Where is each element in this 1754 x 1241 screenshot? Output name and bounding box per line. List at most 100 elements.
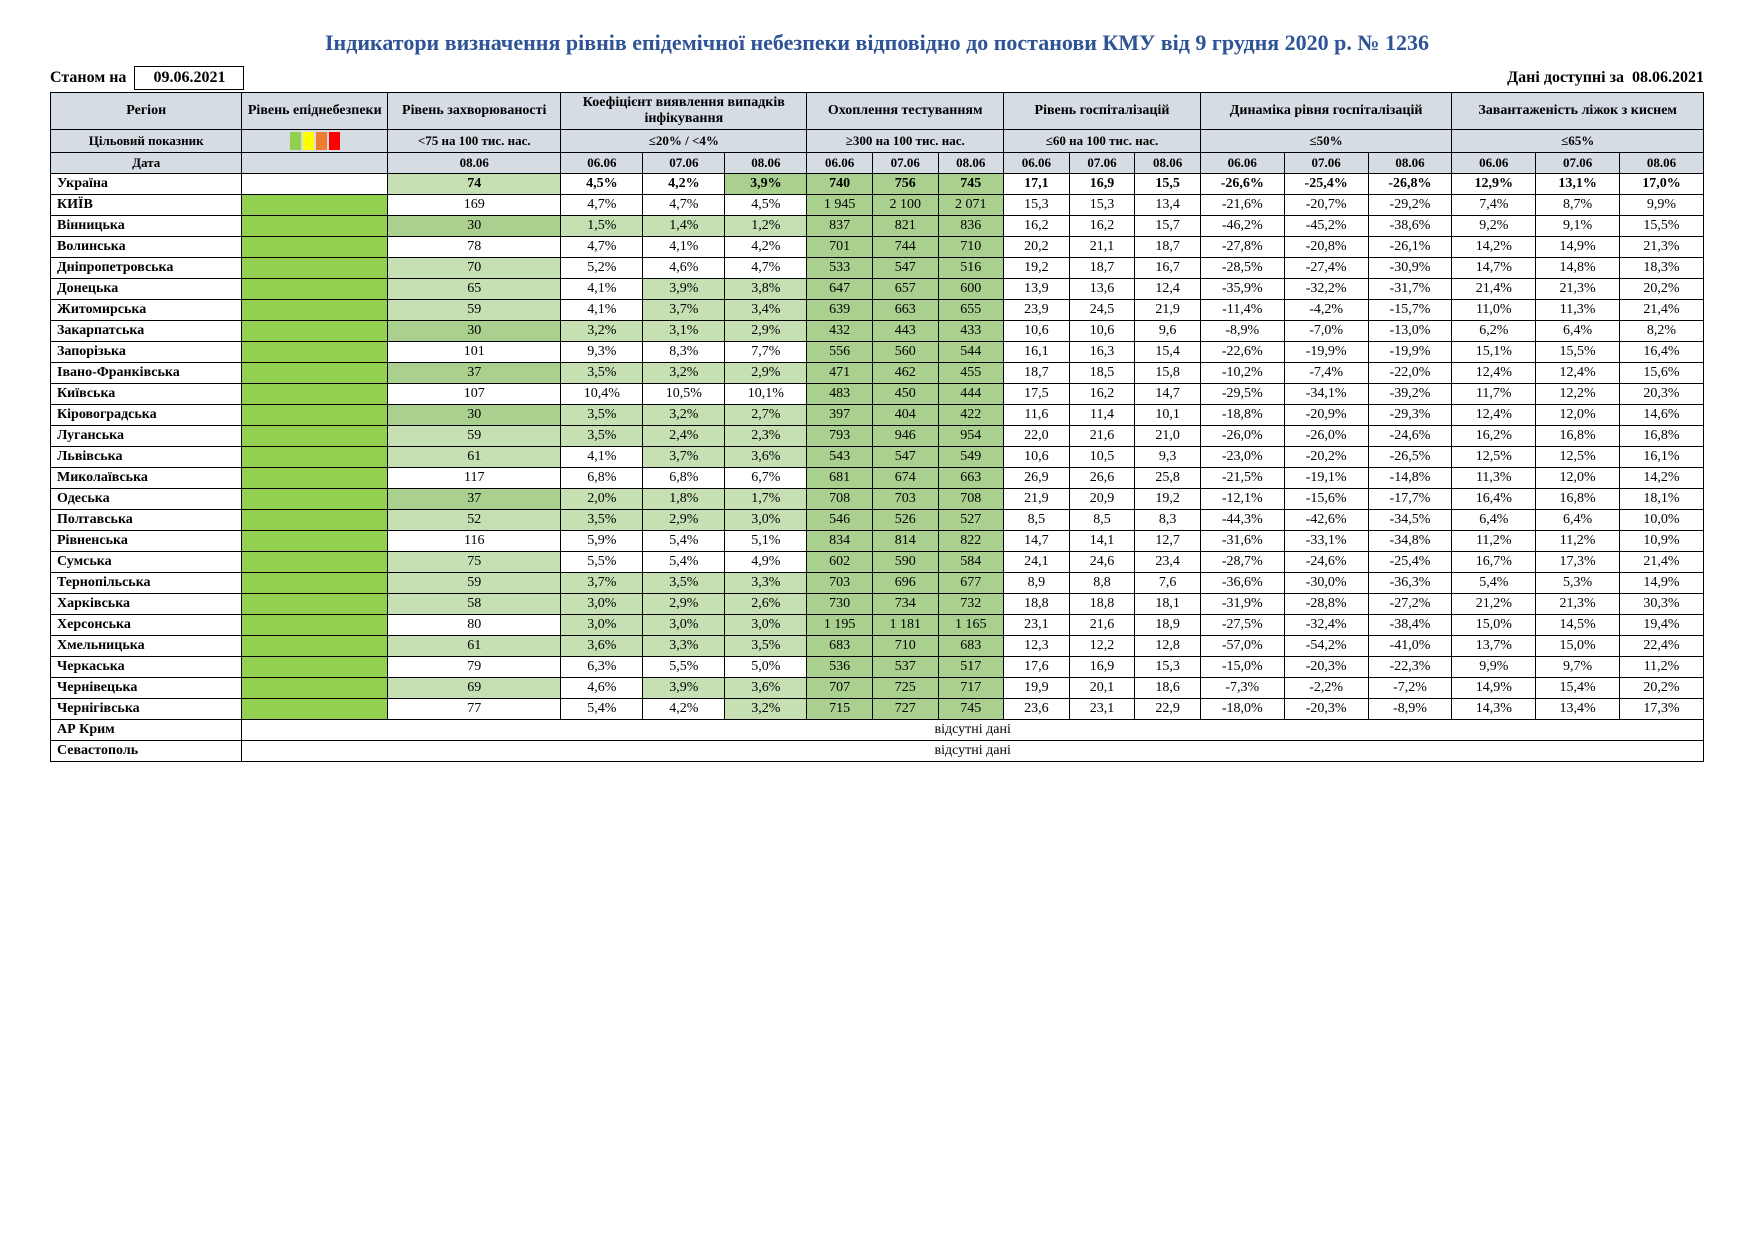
region-name: Тернопільська <box>51 573 242 594</box>
cell: 16,7 <box>1135 258 1201 279</box>
cell: 3,2% <box>643 405 725 426</box>
cell: 12,5% <box>1536 447 1620 468</box>
cell: 663 <box>872 300 938 321</box>
cell: 21,9 <box>1004 489 1070 510</box>
cell: 12,2 <box>1069 636 1135 657</box>
cell: 23,9 <box>1004 300 1070 321</box>
cell: 15,3 <box>1004 195 1070 216</box>
cell: -20,9% <box>1284 405 1368 426</box>
cell: 20,2 <box>1004 237 1070 258</box>
cell: 443 <box>872 321 938 342</box>
cell: 16,2 <box>1069 384 1135 405</box>
cell: 533 <box>807 258 873 279</box>
cell: 8,3 <box>1135 510 1201 531</box>
cell: 16,2% <box>1452 426 1536 447</box>
cell: 462 <box>872 363 938 384</box>
cell: 12,4% <box>1536 363 1620 384</box>
cell: 30 <box>388 321 561 342</box>
h-det-d2: 07.06 <box>643 153 725 174</box>
cell: -34,1% <box>1284 384 1368 405</box>
cell: 18,5 <box>1069 363 1135 384</box>
cell: 15,1% <box>1452 342 1536 363</box>
cell: 2,9% <box>643 510 725 531</box>
cell: 11,4 <box>1069 405 1135 426</box>
cell: 5,4% <box>643 531 725 552</box>
legend-orange-icon <box>316 132 327 150</box>
cell: -32,2% <box>1284 279 1368 300</box>
cell: -31,6% <box>1200 531 1284 552</box>
cell: 3,2% <box>725 699 807 720</box>
table-row: Дніпропетровська705,2%4,6%4,7%5335475161… <box>51 258 1704 279</box>
cell: 4,1% <box>561 447 643 468</box>
cell: 12,4 <box>1135 279 1201 300</box>
cell: 17,5 <box>1004 384 1070 405</box>
cell: 22,9 <box>1135 699 1201 720</box>
cell: 15,0% <box>1452 615 1536 636</box>
legend-red-icon <box>329 132 340 150</box>
cell: 3,3% <box>643 636 725 657</box>
cell: 21,9 <box>1135 300 1201 321</box>
table-row: Полтавська523,5%2,9%3,0%5465265278,58,58… <box>51 510 1704 531</box>
h-hosp-d1: 06.06 <box>1004 153 1070 174</box>
cell: 21,4% <box>1620 300 1704 321</box>
cell: 21,4% <box>1452 279 1536 300</box>
cell: 600 <box>938 279 1004 300</box>
cell: 946 <box>872 426 938 447</box>
cell: 432 <box>807 321 873 342</box>
cell: 65 <box>388 279 561 300</box>
region-name: Рівненська <box>51 531 242 552</box>
cell: 18,9 <box>1135 615 1201 636</box>
cell: 16,8% <box>1620 426 1704 447</box>
cell: 30 <box>388 405 561 426</box>
cell: 19,2 <box>1004 258 1070 279</box>
region-name: Житомирська <box>51 300 242 321</box>
cell: 14,7% <box>1452 258 1536 279</box>
h-morb-d: 08.06 <box>388 153 561 174</box>
cell: 169 <box>388 195 561 216</box>
cell: -38,4% <box>1368 615 1452 636</box>
cell: 536 <box>807 657 873 678</box>
cell: 4,9% <box>725 552 807 573</box>
cell: -15,7% <box>1368 300 1452 321</box>
cell: 422 <box>938 405 1004 426</box>
table-body: Україна744,5%4,2%3,9%74075674517,116,915… <box>51 174 1704 762</box>
cell: 6,7% <box>725 468 807 489</box>
cell: 14,7 <box>1004 531 1070 552</box>
cell: 11,6 <box>1004 405 1070 426</box>
cell: 16,2 <box>1069 216 1135 237</box>
cell: -23,0% <box>1200 447 1284 468</box>
epid-level <box>242 489 388 510</box>
data-avail-label: Дані доступні за <box>1507 69 1624 86</box>
table-head: Регіон Рівень епіднебезпеки Рівень захво… <box>51 93 1704 174</box>
cell: -29,5% <box>1200 384 1284 405</box>
region-name: Полтавська <box>51 510 242 531</box>
cell: 730 <box>807 594 873 615</box>
cell: 3,9% <box>725 174 807 195</box>
cell: 101 <box>388 342 561 363</box>
cell: -15,6% <box>1284 489 1368 510</box>
region-name: Донецька <box>51 279 242 300</box>
epid-level <box>242 468 388 489</box>
cell: 745 <box>938 699 1004 720</box>
cell: 8,9 <box>1004 573 1070 594</box>
cell: 744 <box>872 237 938 258</box>
cell: 677 <box>938 573 1004 594</box>
cell: 21,3% <box>1536 594 1620 615</box>
cell: 483 <box>807 384 873 405</box>
cell: 11,2% <box>1620 657 1704 678</box>
cell: 12,8 <box>1135 636 1201 657</box>
epid-level <box>242 216 388 237</box>
h-hosp: Рівень госпіталізацій <box>1004 93 1201 130</box>
cell: 4,2% <box>643 174 725 195</box>
cell: -42,6% <box>1284 510 1368 531</box>
table-row: Волинська784,7%4,1%4,2%70174471020,221,1… <box>51 237 1704 258</box>
cell: 584 <box>938 552 1004 573</box>
cell: 12,4% <box>1452 405 1536 426</box>
region-name: Україна <box>51 174 242 195</box>
cell: 12,2% <box>1536 384 1620 405</box>
cell: 15,4 <box>1135 342 1201 363</box>
h-det-d3: 08.06 <box>725 153 807 174</box>
cell: 725 <box>872 678 938 699</box>
cell: 9,9% <box>1452 657 1536 678</box>
cell: 21,4% <box>1620 552 1704 573</box>
